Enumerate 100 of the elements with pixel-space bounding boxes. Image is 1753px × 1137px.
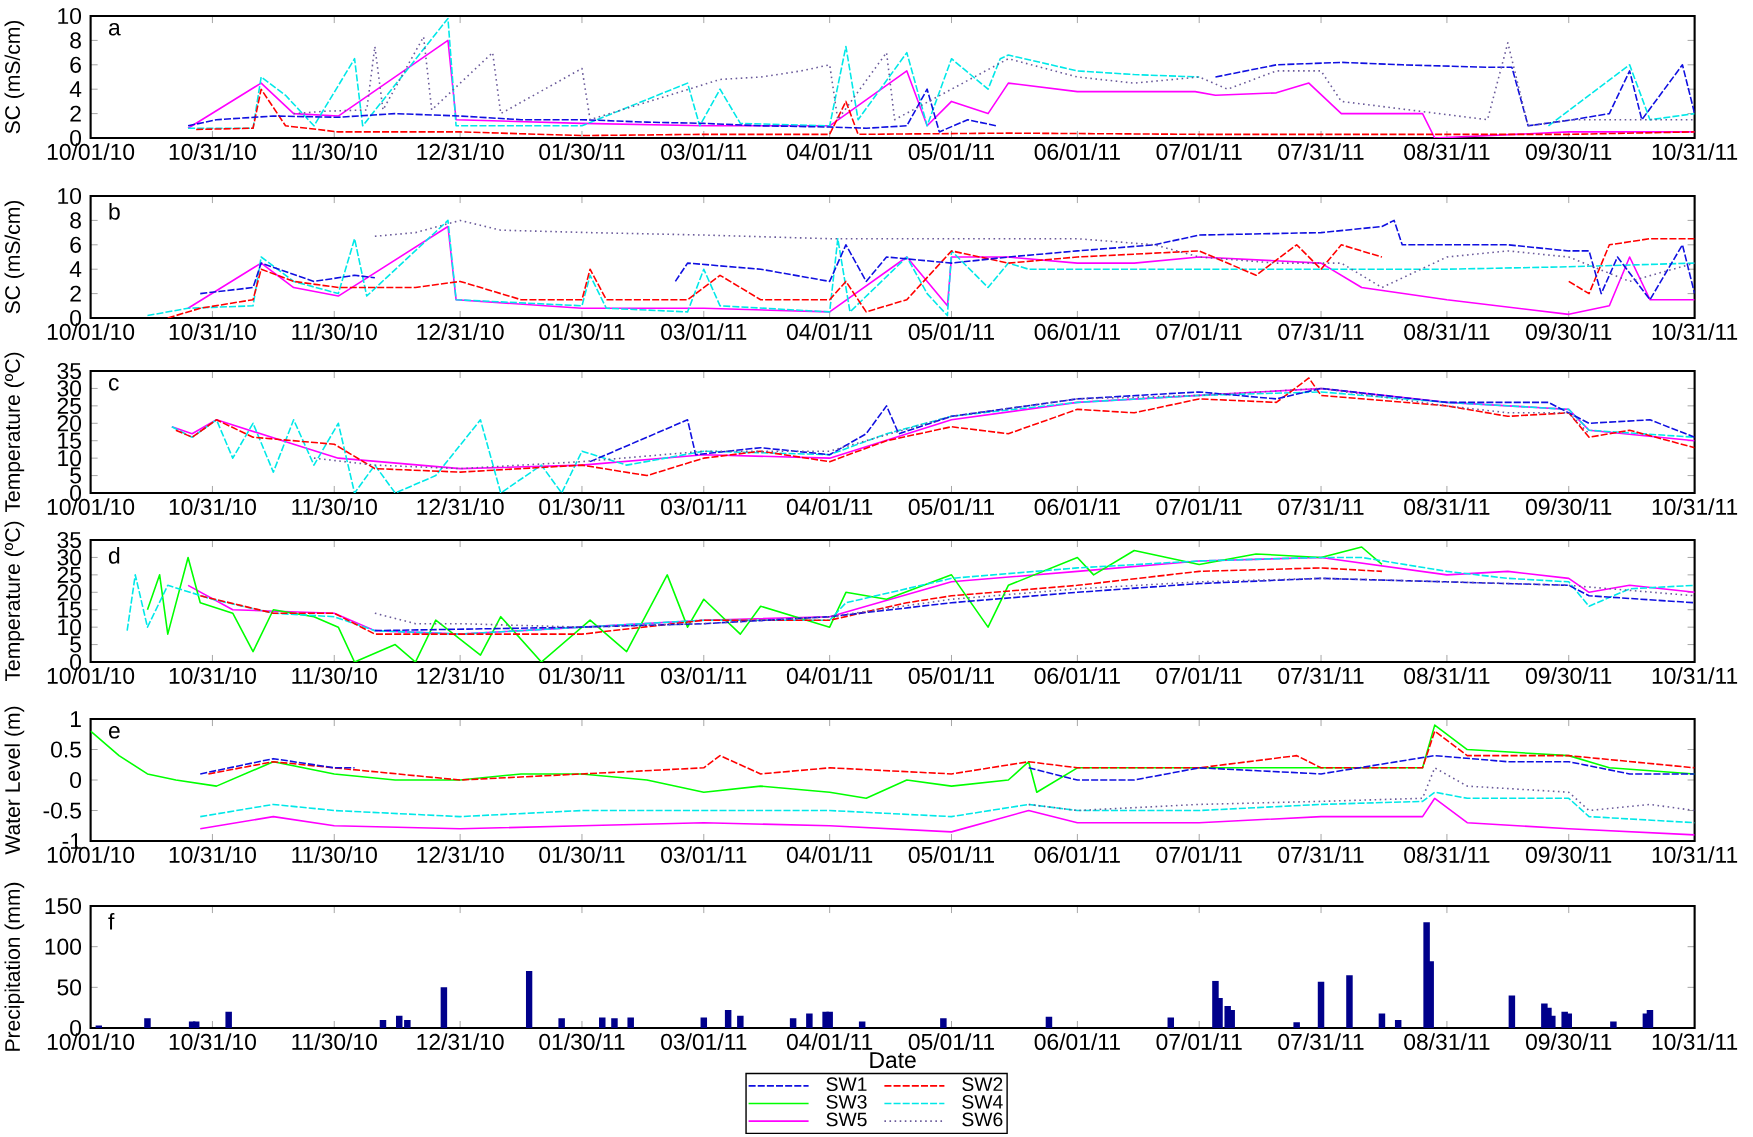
x-tick-label: 08/31/11 <box>1404 323 1490 340</box>
x-tick-label: 10/31/10 <box>169 1033 256 1050</box>
y-axis-title: Temperature (ºC) <box>4 521 25 682</box>
bar <box>1394 1019 1402 1029</box>
y-tick-label: 0.5 <box>51 741 81 758</box>
x-tick-label: 11/30/10 <box>292 846 377 863</box>
x-tick-label: 04/01/11 <box>786 498 873 515</box>
x-tick-label: 07/01/11 <box>1156 143 1242 160</box>
y-axis-title: Temperature (ºC) <box>4 352 25 513</box>
x-tick-label: 03/01/11 <box>661 498 747 515</box>
x-tick-label: 10/31/11 <box>1652 667 1738 684</box>
x-tick-label: 07/01/11 <box>1156 667 1242 684</box>
y-tick-label: 2 <box>70 285 81 302</box>
x-tick-label: 12/31/10 <box>417 323 504 340</box>
x-tick-label: 04/01/11 <box>786 667 873 684</box>
x-tick-label: 06/01/11 <box>1034 1033 1120 1050</box>
x-tick-label: 03/01/11 <box>661 323 747 340</box>
x-tick-label: 08/31/11 <box>1404 143 1490 160</box>
bar <box>1293 1022 1300 1029</box>
y-tick-label: 100 <box>45 938 82 955</box>
y-tick-label: 20 <box>57 415 82 432</box>
x-tick-label: 06/01/11 <box>1034 143 1120 160</box>
bar <box>395 1015 403 1029</box>
x-tick-label: 11/30/10 <box>292 323 377 340</box>
annotation: b <box>109 203 120 220</box>
line-series <box>171 391 1695 494</box>
x-tick-label: 07/01/11 <box>1156 1033 1242 1050</box>
x-tick-label: 08/31/11 <box>1404 667 1490 684</box>
y-tick-label: 6 <box>70 236 81 253</box>
line-series <box>589 387 1695 463</box>
bar <box>826 1011 833 1029</box>
x-tick-label: 11/30/10 <box>292 1033 377 1050</box>
bar <box>1565 1013 1572 1029</box>
y-tick-label: 0 <box>70 771 82 789</box>
y-tick-label: 6 <box>70 56 81 73</box>
bar <box>806 1013 813 1029</box>
y-tick-label: 20 <box>57 584 82 601</box>
y-axis-title: Precipitation (mm) <box>4 882 25 1051</box>
bar <box>737 1015 744 1029</box>
legend-label: SW3 <box>826 1094 867 1109</box>
y-tick-label: 15 <box>58 601 81 618</box>
bar <box>1378 1013 1386 1029</box>
y-axis-title: SC (mS/cm) <box>4 20 25 134</box>
y-tick-label: 15 <box>58 432 81 449</box>
legend-label: SW6 <box>962 1112 1003 1127</box>
x-tick-label: 05/01/11 <box>908 143 994 160</box>
x-tick-label: 03/01/11 <box>661 1033 747 1050</box>
x-tick-label: 10/31/11 <box>1652 323 1738 340</box>
x-tick-label: 08/31/11 <box>1404 498 1490 515</box>
x-tick-label: 08/31/11 <box>1404 846 1490 863</box>
bar <box>724 1010 732 1029</box>
x-tick-label: 04/01/11 <box>786 1033 873 1050</box>
x-tick-label: 07/31/11 <box>1278 667 1364 684</box>
x-tick-label: 03/01/11 <box>661 143 747 160</box>
x-tick-label: 10/31/10 <box>169 323 256 340</box>
bar <box>1346 975 1353 1029</box>
x-tick-label: 03/01/11 <box>661 846 747 863</box>
bar <box>1228 1010 1235 1029</box>
x-tick-label: 06/01/11 <box>1034 498 1120 515</box>
line-series <box>313 387 1590 470</box>
bar <box>440 987 448 1029</box>
annotation: d <box>108 547 120 564</box>
bar <box>225 1011 232 1029</box>
x-tick-label: 07/31/11 <box>1278 323 1364 340</box>
x-tick-label: 09/30/11 <box>1526 846 1612 863</box>
line-series <box>146 546 1383 663</box>
line-series <box>292 35 1695 127</box>
bar <box>144 1018 151 1029</box>
x-tick-label: 04/01/11 <box>786 323 873 340</box>
x-tick-label: 04/01/11 <box>786 846 873 863</box>
legend-label: SW5 <box>826 1112 867 1127</box>
x-tick-label: 04/01/11 <box>786 143 873 160</box>
x-tick-label: 03/01/11 <box>661 667 747 684</box>
x-tick-label: 01/30/11 <box>539 846 625 863</box>
x-tick-label: 10/31/11 <box>1652 498 1738 515</box>
bar <box>599 1017 606 1029</box>
x-tick-label: 12/31/10 <box>417 498 504 515</box>
bar <box>789 1018 797 1029</box>
bar <box>1610 1021 1617 1029</box>
y-tick-label: 50 <box>57 979 82 996</box>
bar <box>700 1017 708 1029</box>
y-tick-label: 30 <box>57 549 82 566</box>
x-tick-label: 07/01/11 <box>1156 323 1242 340</box>
y-tick-label: 150 <box>45 897 82 915</box>
line-series <box>199 797 1695 836</box>
x-tick-label: 05/01/11 <box>908 498 994 515</box>
x-tick-label: 12/31/10 <box>417 143 504 160</box>
x-tick-label: 10/31/11 <box>1652 143 1738 160</box>
bar <box>1167 1017 1175 1029</box>
x-tick-label: 05/01/11 <box>908 667 994 684</box>
bar <box>940 1018 947 1029</box>
bar <box>611 1018 618 1029</box>
x-axis-title: Date <box>870 1052 916 1069</box>
x-tick-label: 01/30/11 <box>539 667 625 684</box>
x-tick-label: 10/31/10 <box>169 667 256 684</box>
x-tick-label: 11/30/10 <box>292 667 377 684</box>
x-tick-label: 06/01/11 <box>1034 846 1120 863</box>
bar <box>1646 1010 1654 1029</box>
x-tick-label: 07/01/11 <box>1156 846 1242 863</box>
x-tick-label: 07/31/11 <box>1278 846 1364 863</box>
